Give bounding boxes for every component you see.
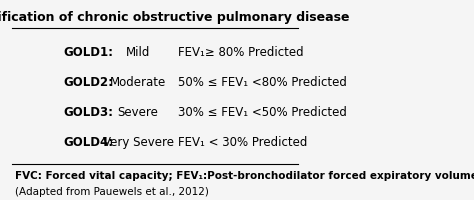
Text: GOLD1:: GOLD1: [64,46,114,59]
Text: (Adapted from Pauewels et al., 2012): (Adapted from Pauewels et al., 2012) [15,186,209,196]
Text: Severe: Severe [118,105,158,118]
Text: Classification of chronic obstructive pulmonary disease: Classification of chronic obstructive pu… [0,11,349,24]
Text: GOLD4:: GOLD4: [64,135,114,148]
Text: Very Severe: Very Severe [102,135,173,148]
Text: GOLD2:: GOLD2: [64,76,114,89]
Text: FEV₁≥ 80% Predicted: FEV₁≥ 80% Predicted [178,46,304,59]
Text: FEV₁ < 30% Predicted: FEV₁ < 30% Predicted [178,135,308,148]
Text: Moderate: Moderate [110,76,166,89]
Text: GOLD3:: GOLD3: [64,105,114,118]
Text: FVC: Forced vital capacity; FEV₁:Post-bronchodilator forced expiratory volume in: FVC: Forced vital capacity; FEV₁:Post-br… [15,170,474,180]
Text: 50% ≤ FEV₁ <80% Predicted: 50% ≤ FEV₁ <80% Predicted [178,76,347,89]
Text: 30% ≤ FEV₁ <50% Predicted: 30% ≤ FEV₁ <50% Predicted [178,105,347,118]
Text: Mild: Mild [126,46,150,59]
